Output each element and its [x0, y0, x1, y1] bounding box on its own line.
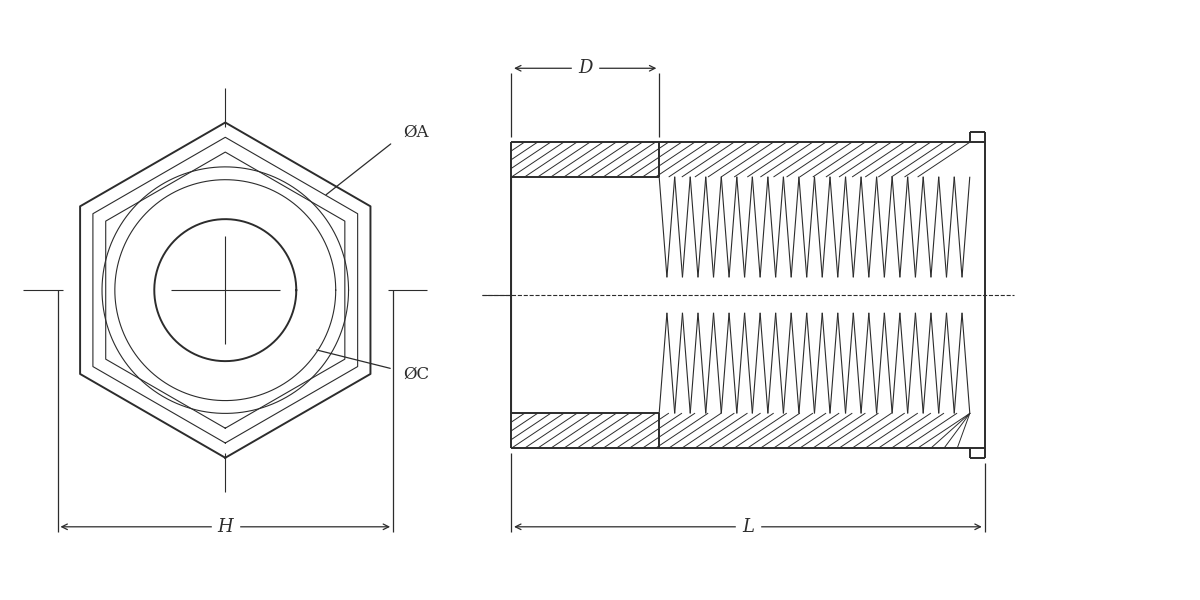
Text: ØA: ØA: [403, 124, 428, 141]
Text: L: L: [742, 518, 754, 536]
Text: ØC: ØC: [403, 365, 428, 382]
Text: D: D: [578, 59, 593, 77]
Text: H: H: [217, 518, 233, 536]
